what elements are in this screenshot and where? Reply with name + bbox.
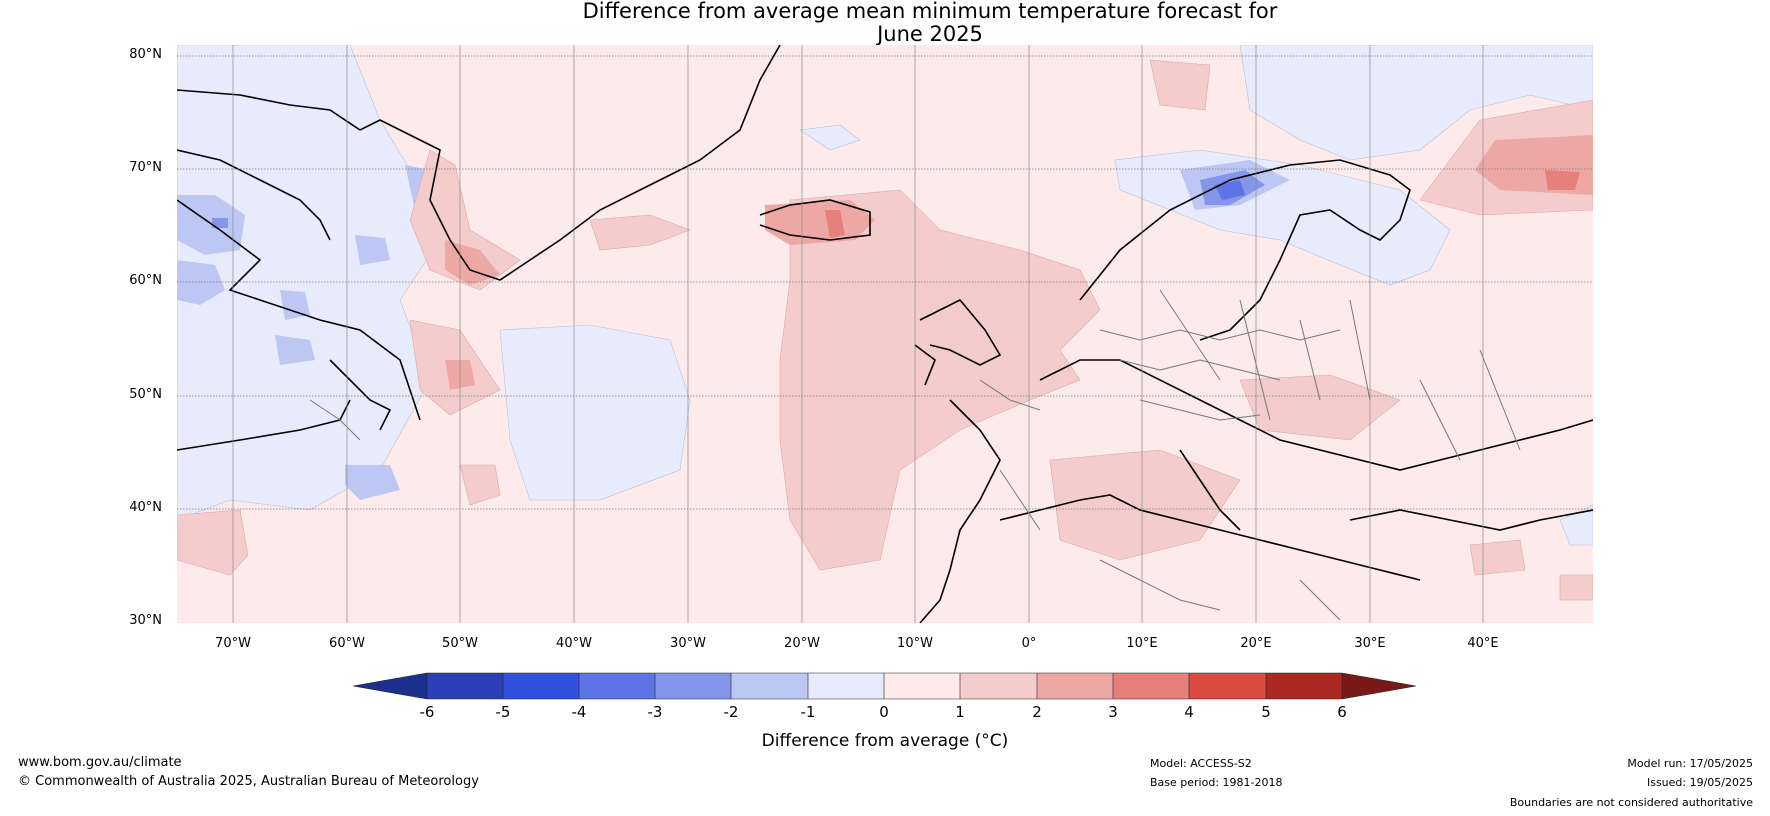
model-run-text: Model run: 17/05/2025 xyxy=(1627,757,1753,770)
lon-label-0: 0° xyxy=(1021,636,1037,651)
colorbar-extend-high xyxy=(1342,673,1416,699)
colorbar-bin xyxy=(1113,673,1189,699)
map-title-line2: June 2025 xyxy=(877,22,983,46)
website-link[interactable]: www.bom.gov.au/climate xyxy=(18,755,182,770)
model-text: Model: ACCESS-S2 xyxy=(1150,757,1252,770)
lon-label-20w: 20°W xyxy=(784,636,820,651)
lon-label-50w: 50°W xyxy=(442,636,478,651)
lon-label-60w: 60°W xyxy=(329,636,365,651)
colorbar-tick: 6 xyxy=(1337,703,1347,721)
colorbar-label: Difference from average (°C) xyxy=(761,731,1009,751)
colorbar-tick: -6 xyxy=(419,703,435,721)
lat-label-40n: 40°N xyxy=(129,500,162,515)
colorbar-bin xyxy=(503,673,579,699)
colorbar-bin xyxy=(884,673,960,699)
colorbar-tick: -2 xyxy=(723,703,739,721)
issued-text: Issued: 19/05/2025 xyxy=(1646,776,1753,789)
colorbar-tick: 3 xyxy=(1108,703,1118,721)
colorbar-extend-low xyxy=(353,673,427,699)
copyright-text: © Commonwealth of Australia 2025, Austra… xyxy=(18,774,479,789)
lon-label-40w: 40°W xyxy=(556,636,592,651)
colorbar-bin xyxy=(1037,673,1113,699)
gridlines xyxy=(232,45,1484,623)
colorbar-bin xyxy=(808,673,884,699)
colorbar-tick: 0 xyxy=(879,703,889,721)
lat-label-60n: 60°N xyxy=(129,273,162,288)
base-period-text: Base period: 1981-2018 xyxy=(1150,776,1283,789)
lat-label-50n: 50°N xyxy=(129,387,162,402)
lon-label-10w: 10°W xyxy=(897,636,933,651)
colorbar-bin xyxy=(655,673,731,699)
colorbar-tick: -1 xyxy=(800,703,816,721)
colorbar-bin xyxy=(579,673,655,699)
colorbar-bin xyxy=(1266,673,1342,699)
colorbar-tick: -5 xyxy=(495,703,511,721)
colorbar-bin xyxy=(731,673,808,699)
colorbar-bin xyxy=(1189,673,1266,699)
colorbar-tick: 2 xyxy=(1032,703,1042,721)
lat-label-70n: 70°N xyxy=(129,160,162,175)
lat-label-30n: 30°N xyxy=(129,613,162,628)
anomaly-contours xyxy=(177,45,1593,601)
colorbar-tick: -3 xyxy=(647,703,663,721)
latitude-gridlines xyxy=(177,55,1593,510)
colorbar-tick: 5 xyxy=(1261,703,1271,721)
lon-label-40e: 40°E xyxy=(1467,636,1499,651)
map-title: Difference from average mean minimum tem… xyxy=(0,0,1770,46)
colorbar-tick: 1 xyxy=(955,703,965,721)
map-title-line1: Difference from average mean minimum tem… xyxy=(582,0,1278,23)
colorbar-tick: 4 xyxy=(1184,703,1194,721)
lon-label-20e: 20°E xyxy=(1240,636,1272,651)
disclaimer-text: Boundaries are not considered authoritat… xyxy=(1509,796,1753,809)
lon-label-10e: 10°E xyxy=(1126,636,1158,651)
colorbar-tick: -4 xyxy=(571,703,587,721)
lat-label-80n: 80°N xyxy=(129,47,162,62)
colorbar-bin xyxy=(960,673,1037,699)
colorbar xyxy=(352,672,1417,700)
lon-label-30w: 30°W xyxy=(670,636,706,651)
colorbar-bin xyxy=(427,673,503,699)
country-borders xyxy=(309,289,1521,621)
lon-label-30e: 30°E xyxy=(1354,636,1386,651)
lon-label-70w: 70°W xyxy=(215,636,251,651)
